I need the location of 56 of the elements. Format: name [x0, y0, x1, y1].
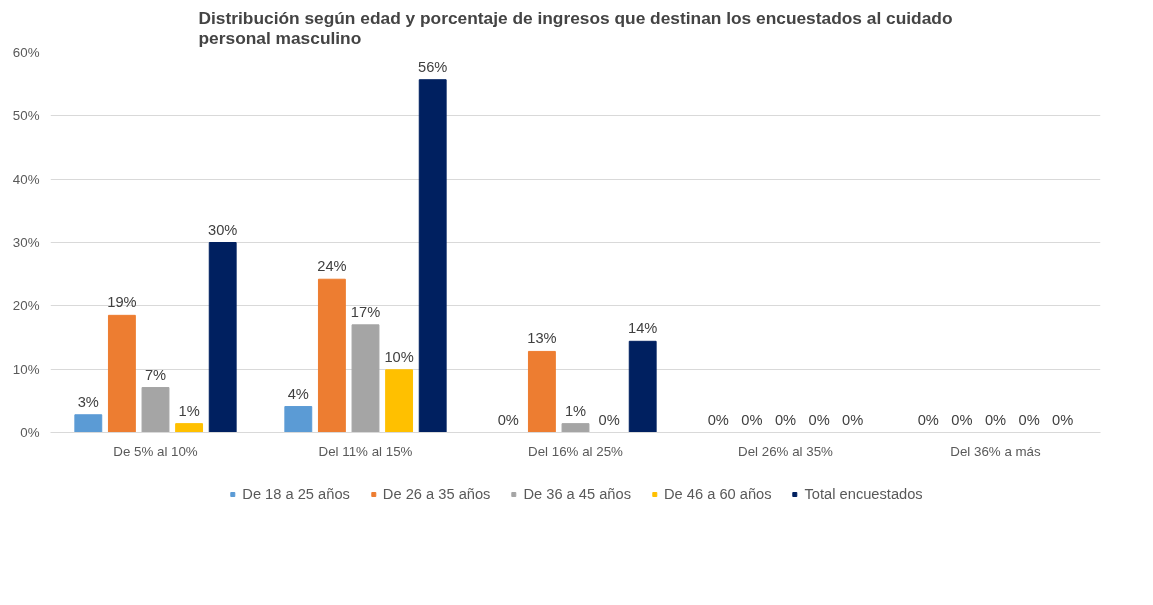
bar [418, 79, 447, 433]
x-tick-label: Del 11% al 15% [318, 443, 413, 459]
data-label: 1% [564, 402, 587, 419]
x-tick-label: De 5% al 10% [113, 443, 198, 459]
bar [74, 414, 103, 433]
data-label: 13% [527, 330, 557, 347]
data-label: 3% [77, 393, 99, 410]
y-tick-label: 50% [12, 108, 40, 124]
data-label: 0% [497, 411, 519, 428]
data-label: 0% [951, 411, 973, 428]
legend-label: Total encuestados [804, 486, 923, 502]
y-tick-label: 0% [20, 425, 40, 440]
x-tick-label: Del 16% al 25% [528, 443, 624, 459]
data-label: 17% [350, 303, 381, 320]
legend-label: De 36 a 45 años [523, 486, 631, 502]
y-tick-label: 40% [12, 171, 40, 187]
bar [107, 314, 136, 433]
data-label: 0% [741, 411, 763, 428]
legend-label: De 46 a 60 años [663, 486, 772, 502]
x-tick-label: Del 36% a más [950, 443, 1042, 459]
bar [561, 423, 590, 433]
legend-label: De 26 a 35 años [382, 486, 491, 502]
bar [317, 278, 346, 433]
bar [175, 423, 204, 433]
data-label: 0% [984, 411, 1007, 428]
data-label: 30% [208, 221, 238, 238]
data-label: 0% [707, 411, 729, 428]
x-tick-label: Del 26% al 35% [738, 443, 834, 459]
y-tick-label: 10% [12, 361, 40, 377]
y-tick-label: 30% [12, 235, 40, 250]
data-label: 4% [287, 385, 309, 402]
data-label: 10% [384, 348, 414, 365]
data-label: 0% [1052, 411, 1074, 428]
data-label: 24% [317, 258, 347, 275]
chart-title: Distribución según edad y porcentaje de ingresos que destinan los encuestados al cuidado personal masculino [198, 7, 953, 48]
bar [628, 340, 657, 433]
bar [208, 242, 237, 433]
bar [527, 350, 556, 433]
data-label: 56% [418, 58, 448, 75]
data-label: 0% [774, 411, 797, 428]
data-label: 14% [628, 320, 658, 337]
data-label: 19% [107, 294, 137, 311]
y-tick-label: 20% [12, 298, 40, 314]
data-label: 1% [178, 402, 200, 419]
data-label: 0% [917, 411, 939, 428]
legend-label: De 18 a 25 años [242, 486, 350, 502]
bar [385, 369, 414, 433]
y-tick-label: 60% [12, 45, 40, 60]
bar [141, 387, 170, 433]
data-label: 7% [144, 366, 167, 383]
data-label: 0% [808, 411, 830, 428]
data-label: 0% [598, 411, 620, 428]
bar [284, 406, 313, 433]
bar [351, 324, 380, 433]
data-label: 0% [1018, 411, 1040, 428]
data-label: 0% [842, 411, 864, 428]
